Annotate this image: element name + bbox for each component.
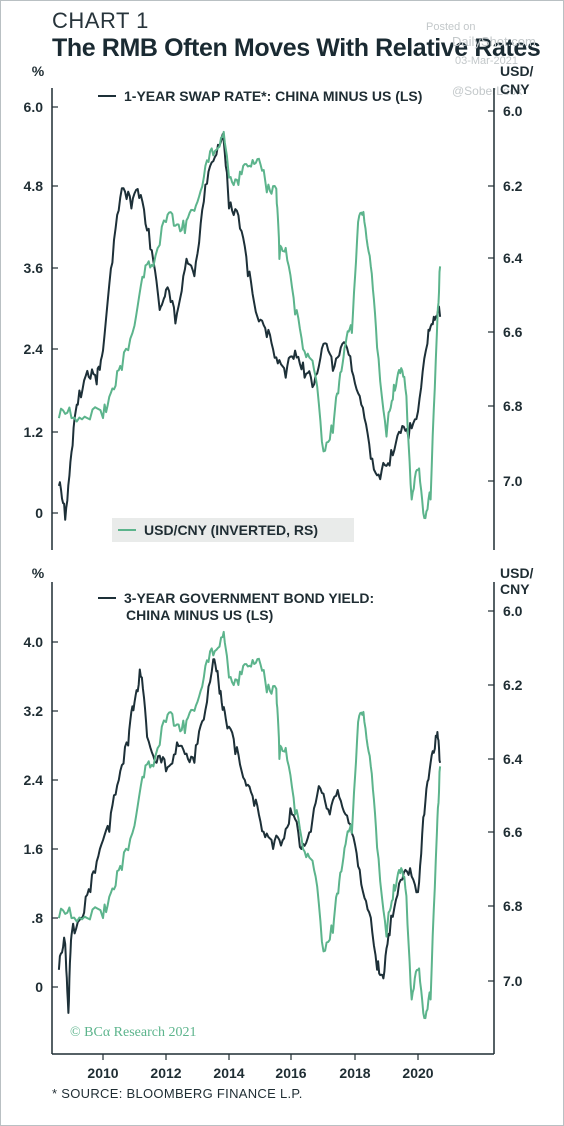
left-tick-label: 1.6 [24,841,44,857]
spread-series-line-1 [57,133,442,521]
right-tick-label: 6.4 [503,250,523,266]
right-tick-label: 6.6 [503,324,523,340]
bca-copyright: © BCα Research 2021 [70,1025,196,1040]
right-tick-label: 6.8 [503,398,523,414]
left-unit-2: % [32,565,45,581]
legend-label-dark-line1: 3-YEAR GOVERNMENT BOND YIELD: [124,590,374,606]
left-tick-label: 3.6 [24,260,44,276]
legend-label-dark-line2: CHINA MINUS US (LS) [126,607,273,623]
chart-label: CHART 1 [52,8,149,33]
left-tick-label: 0 [35,505,43,521]
chart-title: The RMB Often Moves With Relative Rates [52,34,541,62]
left-tick-label: 2.4 [24,341,44,357]
right-tick-label: 6.6 [503,824,523,840]
right-tick-label: 6.0 [503,103,523,119]
watermark-site: DailyShot.com [452,34,536,49]
left-tick-label: 2.4 [24,772,44,788]
left-tick-label: 4.8 [24,178,44,194]
x-tick-label: 2014 [213,1065,244,1081]
usdcny-series-line-1 [57,130,442,520]
right-tick-label: 7.0 [503,973,523,989]
left-tick-label: .8 [31,910,43,926]
left-tick-label: 1.2 [24,424,44,440]
left-unit-1: % [32,63,45,79]
right-unit-top-2: USD/ [500,565,534,581]
source-footnote: * SOURCE: BLOOMBERG FINANCE L.P. [52,1086,303,1101]
usdcny-series-line-2 [57,630,442,1020]
right-unit-top-1: USD/ [500,63,534,79]
watermark-posted: Posted on [426,21,476,33]
x-tick-label: 2020 [402,1065,433,1081]
legend-label-green: USD/CNY (INVERTED, RS) [144,522,318,538]
right-tick-label: 6.4 [503,751,523,767]
right-unit-bottom-2: CNY [500,581,530,597]
x-tick-label: 2012 [150,1065,181,1081]
x-tick-label: 2010 [87,1065,118,1081]
left-tick-label: 0 [35,979,43,995]
left-tick-label: 3.2 [24,703,44,719]
watermark-handle: @SoberLook [452,84,523,98]
legend-label-dark-1: 1-YEAR SWAP RATE*: CHINA MINUS US (LS) [124,88,422,104]
left-tick-label: 4.0 [24,634,44,650]
right-tick-label: 6.2 [503,677,523,693]
right-tick-label: 6.2 [503,178,523,194]
x-tick-label: 2016 [275,1065,306,1081]
watermark-date: 03-Mar-2021 [455,55,518,67]
right-unit-bottom-1: CNY [500,81,530,97]
legend-box-green [112,518,354,542]
right-tick-label: 6.8 [503,898,523,914]
right-tick-label: 7.0 [503,473,523,489]
x-tick-label: 2018 [339,1065,370,1081]
left-tick-label: 6.0 [24,99,44,115]
right-tick-label: 6.0 [503,603,523,619]
spread-series-line-2 [57,658,442,1014]
